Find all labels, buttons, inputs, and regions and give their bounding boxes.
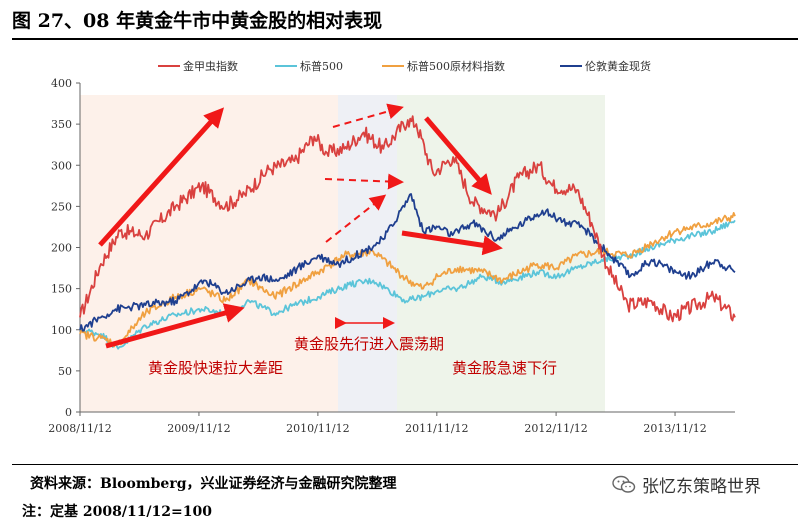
legend-label-gold-bugs: 金甲虫指数: [183, 59, 238, 73]
x-tick-label: 2010/11/12: [286, 422, 349, 435]
watermark: 张忆东策略世界: [612, 472, 761, 497]
wechat-icon: [612, 475, 636, 493]
series-line-gold-bugs: [79, 115, 736, 323]
annotation-consolidation: 黄金股先行进入震荡期: [294, 335, 444, 353]
dashed-arrow-gold: [325, 194, 387, 243]
x-axis-ticks: 2008/11/12 2009/11/12 2010/11/12 2011/11/12…: [48, 412, 707, 435]
base-note: 注：定基 2008/11/12=100: [22, 504, 212, 520]
footer-divider: [12, 464, 798, 465]
period-band-rise: [80, 95, 338, 412]
y-tick-label: 0: [65, 406, 72, 419]
dashed-arrow-lower: [324, 173, 404, 190]
annotation-rapid-decline: 黄金股急速下行: [452, 359, 557, 377]
legend-label-sp500: 标普500: [300, 59, 343, 73]
y-tick-label: 400: [51, 77, 72, 90]
x-tick-label: 2012/11/12: [524, 422, 587, 435]
x-tick-label: 2009/11/12: [167, 422, 230, 435]
legend-label-london-gold: 伦敦黄金现货: [585, 59, 651, 73]
arrow-rise-materials: [105, 303, 245, 349]
x-tick-label: 2013/11/12: [643, 422, 706, 435]
arrow-decline-gold-stocks: [424, 116, 492, 195]
arrow-rise-gold-stocks: [98, 107, 225, 247]
series-line-london-gold: [79, 193, 736, 332]
watermark-text: 张忆东策略世界: [642, 477, 761, 497]
x-tick-label: 2008/11/12: [48, 422, 111, 435]
y-tick-label: 100: [51, 324, 72, 337]
y-tick-label: 150: [51, 283, 72, 296]
source-note: 资料来源：Bloomberg，兴业证券经济与金融研究院整理: [30, 476, 397, 492]
x-tick-label: 2011/11/12: [405, 422, 468, 435]
y-tick-label: 50: [58, 365, 72, 378]
series-lines: [79, 115, 736, 350]
title-divider: [12, 38, 798, 40]
arrow-gold-gap: [401, 230, 503, 256]
y-tick-label: 350: [51, 118, 72, 131]
annotation-arrows: [98, 103, 503, 349]
y-tick-label: 250: [51, 200, 72, 213]
y-tick-label: 300: [51, 159, 72, 172]
y-axis-ticks: 0 50 100 150 200 250 300 350 400: [51, 77, 80, 419]
annotation-fast-gap: 黄金股快速拉大差距: [148, 359, 283, 377]
figure-title: 图 27、08 年黄金牛市中黄金股的相对表现: [12, 10, 383, 32]
y-tick-label: 200: [51, 242, 72, 255]
legend: 金甲虫指数 标普500 标普500原材料指数 伦敦黄金现货: [158, 59, 651, 73]
legend-label-sp500-materials: 标普500原材料指数: [407, 59, 505, 73]
